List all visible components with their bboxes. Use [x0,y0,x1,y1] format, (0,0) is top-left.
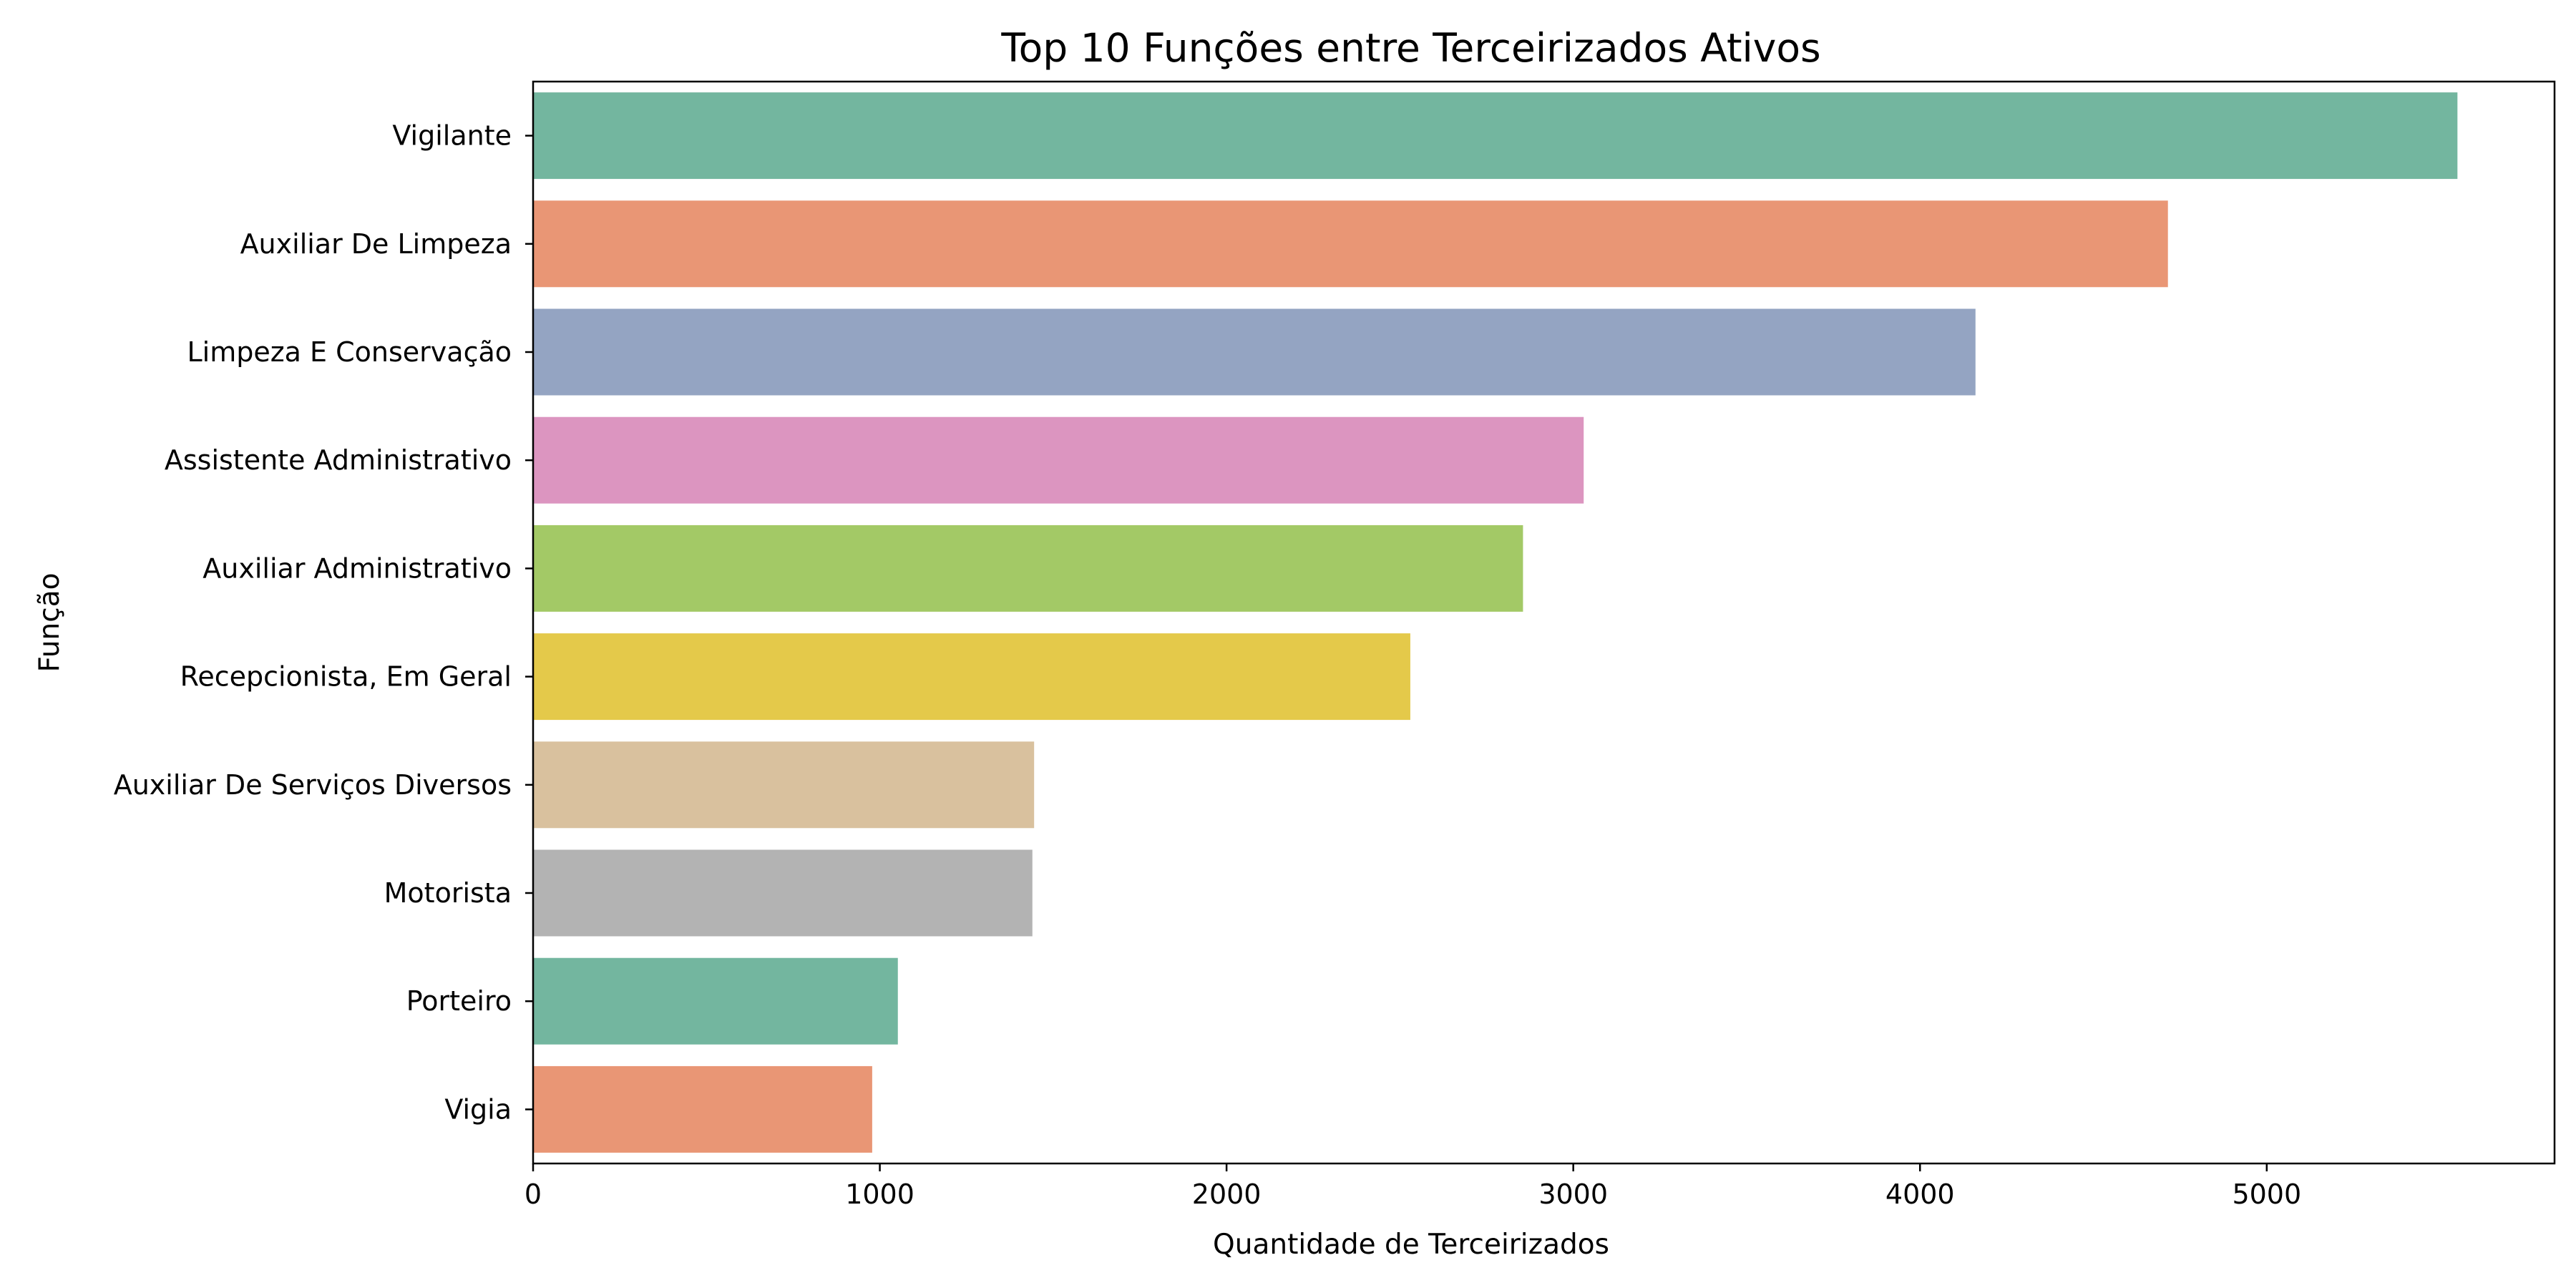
y-tick-label-8: Porteiro [406,985,512,1017]
x-tick-label-5: 5000 [2232,1179,2301,1210]
bar-6 [533,741,1035,829]
x-tick-label-3: 3000 [1538,1179,1608,1210]
x-axis: 0 1000 2000 3000 4000 5000 [525,1163,2301,1210]
bars-group [533,92,2458,1153]
x-tick-label-2: 2000 [1192,1179,1262,1210]
x-axis-label: Quantidade de Terceirizados [1213,1229,1609,1261]
y-tick-label-6: Auxiliar De Serviços Diversos [114,769,512,801]
bar-0 [533,92,2458,180]
y-tick-label-7: Motorista [384,877,512,909]
x-tick-label-1: 1000 [845,1179,914,1210]
y-tick-label-1: Auxiliar De Limpeza [240,228,512,260]
y-tick-label-3: Assistente Administrativo [165,444,512,476]
y-tick-label-9: Vigia [444,1093,512,1125]
bar-1 [533,200,2168,288]
bar-4 [533,525,1523,612]
chart-title: Top 10 Funções entre Terceirizados Ativo… [1000,25,1820,71]
bar-9 [533,1065,872,1153]
bar-3 [533,416,1584,504]
bar-8 [533,957,898,1045]
bar-5 [533,633,1410,721]
plot-frame [532,80,2556,1165]
x-tick-label-0: 0 [525,1179,542,1210]
y-axis: Vigilante Auxiliar De Limpeza Limpeza E Co… [114,120,533,1125]
bar-7 [533,849,1033,937]
y-axis-label: Função [34,573,66,673]
y-tick-label-4: Auxiliar Administrativo [203,552,512,584]
y-tick-label-0: Vigilante [392,120,512,152]
y-tick-label-2: Limpeza E Conservação [187,336,512,368]
x-tick-label-4: 4000 [1885,1179,1955,1210]
bar-2 [533,308,1976,396]
y-tick-label-5: Recepcionista, Em Geral [180,661,512,693]
